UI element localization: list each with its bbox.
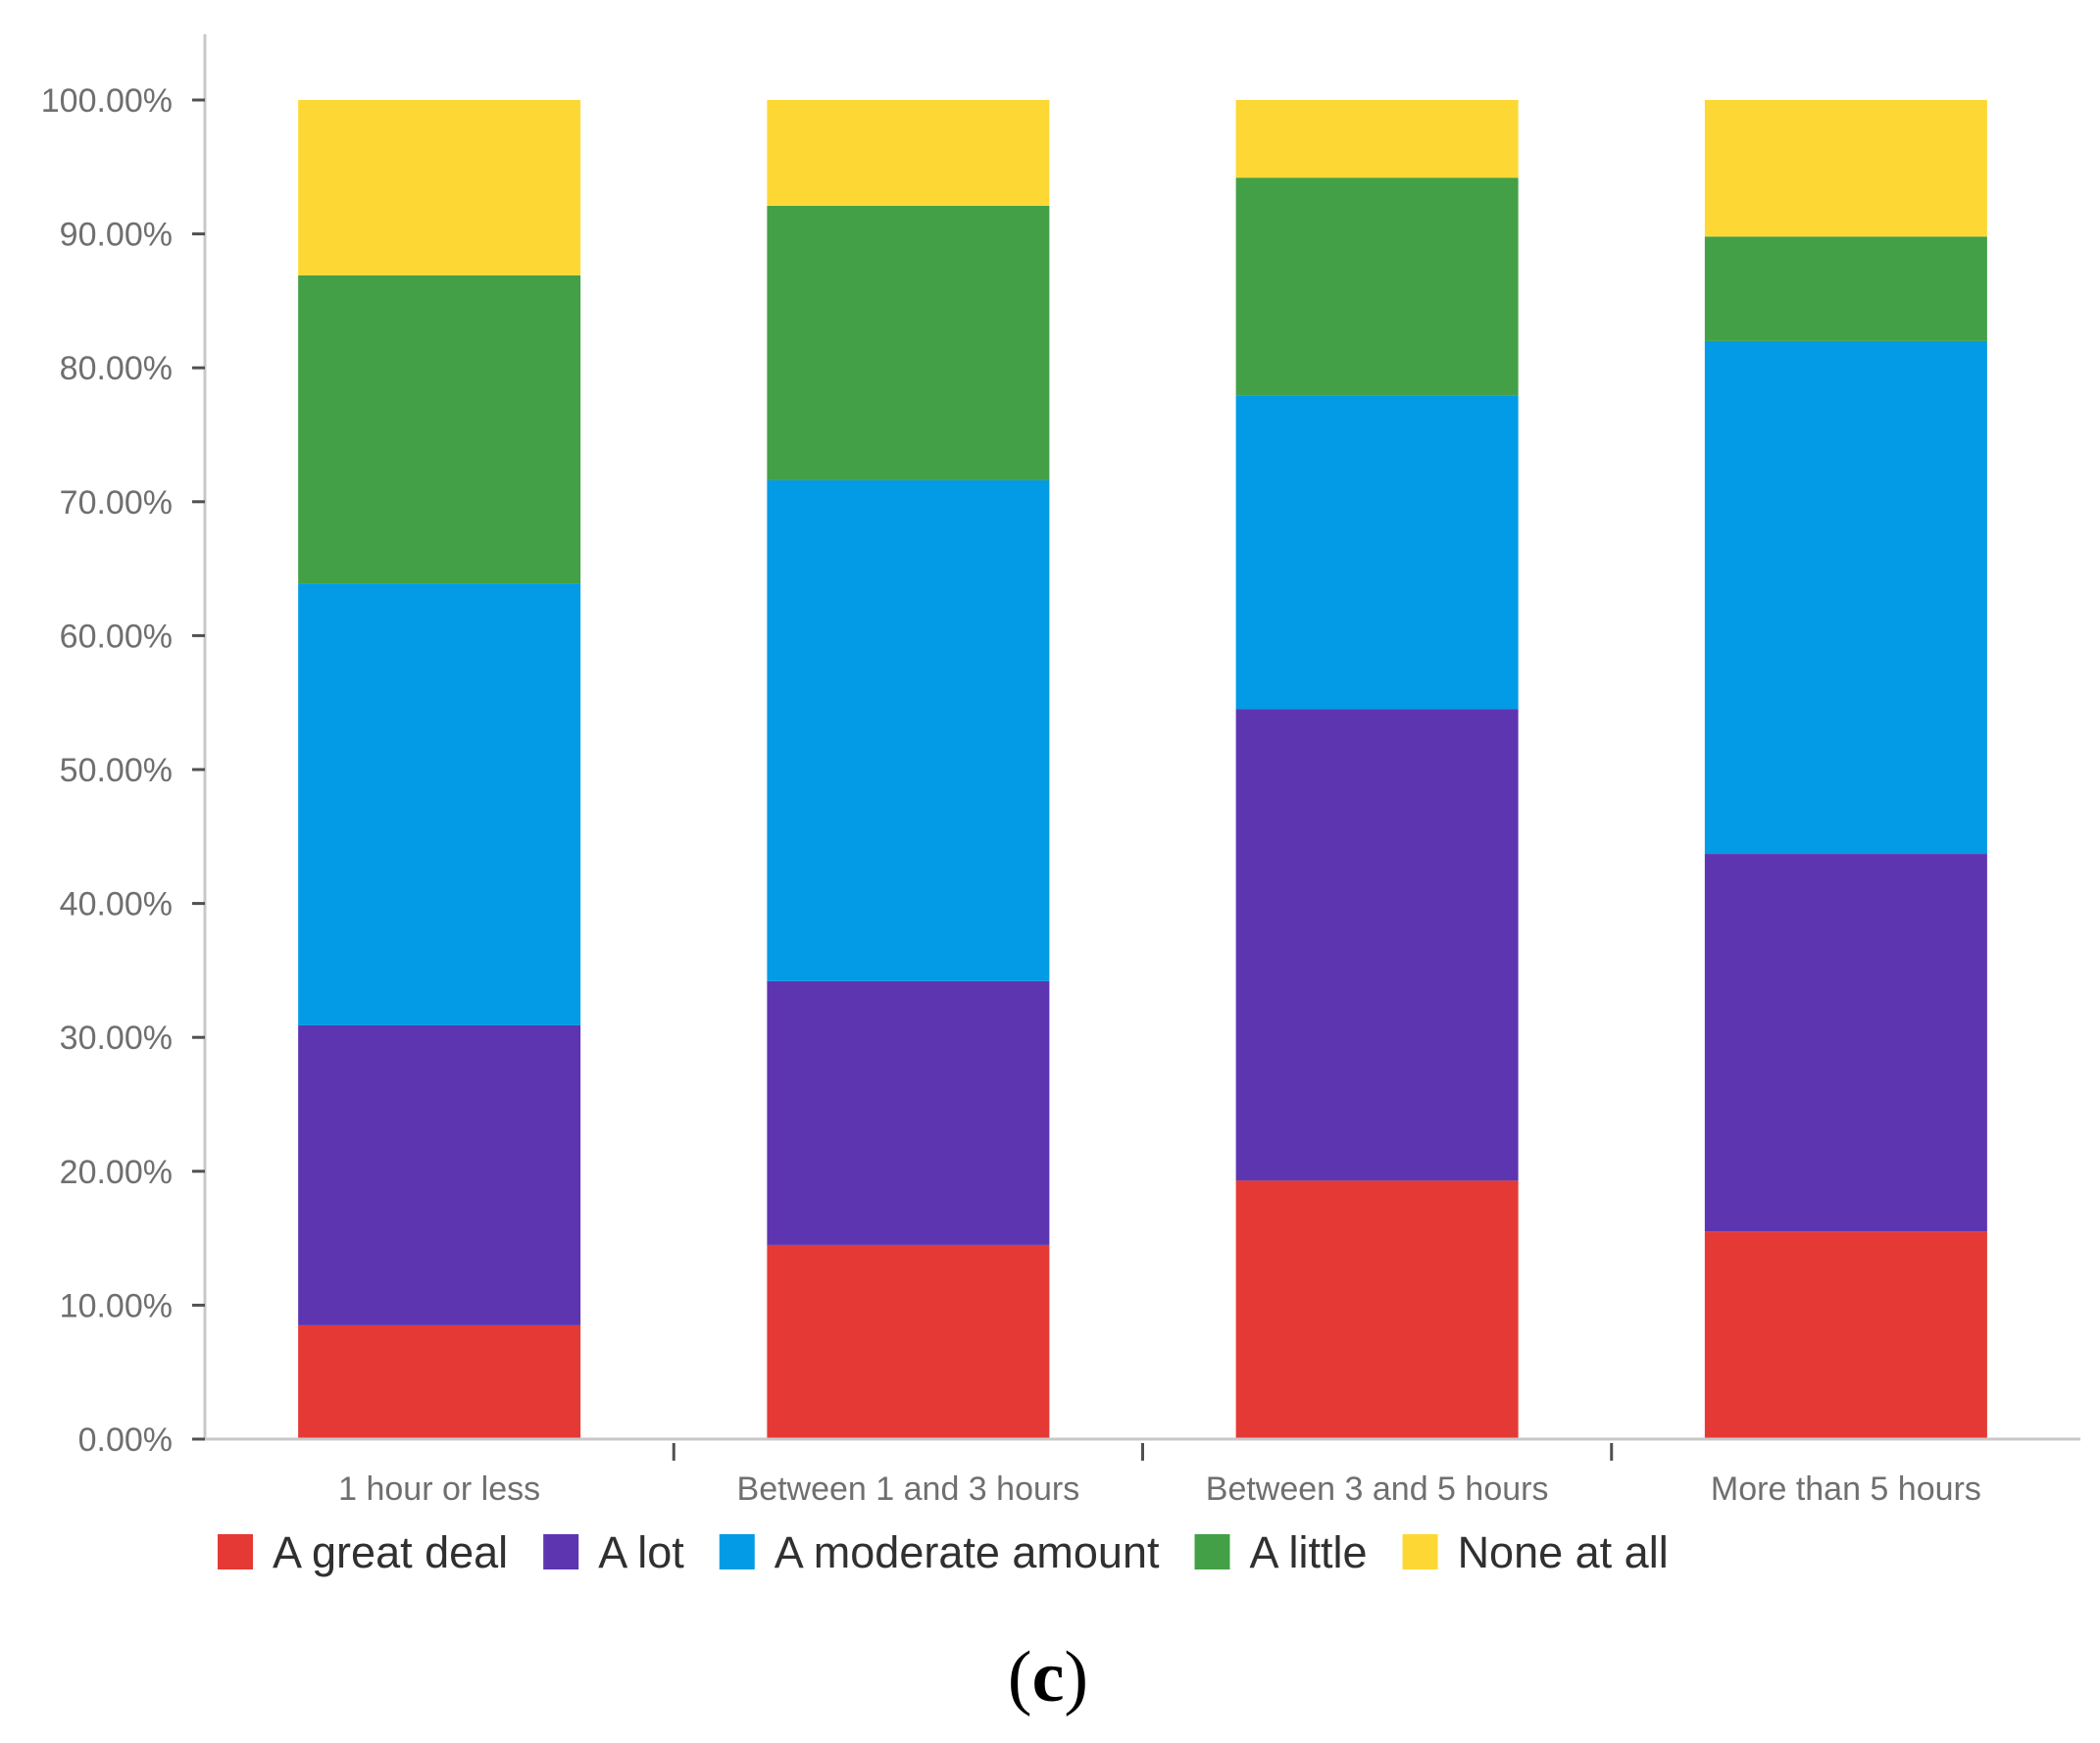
legend-swatch: [1402, 1534, 1438, 1569]
y-tick-label: 90.00%: [60, 217, 173, 254]
bars-layer: [298, 100, 1987, 1439]
legend-item-none-at-all: None at all: [1402, 1527, 1669, 1577]
legend-label: A great deal: [273, 1527, 508, 1577]
legend-item-a-moderate-amount: A moderate amount: [719, 1527, 1160, 1577]
y-tick-label: 0.00%: [78, 1421, 173, 1459]
y-tick-label: 20.00%: [60, 1154, 173, 1191]
bar-more-than-5-hours-a-great-deal: [1704, 1231, 1987, 1439]
bar-more-than-5-hours-a-little: [1704, 236, 1987, 341]
y-tick-label: 30.00%: [60, 1020, 173, 1057]
legend-label: A lot: [598, 1527, 684, 1577]
bar-1-hour-or-less-a-great-deal: [298, 1324, 581, 1439]
x-tick-label-between-3-and-5-hours: Between 3 and 5 hours: [1206, 1470, 1549, 1508]
legend-item-a-lot: A lot: [543, 1527, 684, 1577]
legend: A great deal A lot A moderate amount A litt…: [218, 1527, 1669, 1577]
legend-item-a-little: A little: [1194, 1527, 1368, 1577]
y-tick-label: 10.00%: [60, 1287, 173, 1324]
y-tick-label: 80.00%: [60, 350, 173, 387]
bar-1-hour-or-less-a-little: [298, 274, 581, 584]
legend-swatch: [543, 1534, 579, 1569]
bar-between-1-and-3-hours-a-lot: [767, 980, 1050, 1245]
bar-between-3-and-5-hours-a-great-deal: [1235, 1180, 1519, 1439]
x-tick-label-between-1-and-3-hours: Between 1 and 3 hours: [737, 1470, 1080, 1508]
y-tick-label: 100.00%: [41, 82, 173, 120]
caption-letter: c: [1032, 1637, 1065, 1718]
bar-between-1-and-3-hours-a-moderate-amount: [767, 479, 1050, 981]
axes-layer: [203, 34, 2080, 1441]
legend-item-a-great-deal: A great deal: [218, 1527, 508, 1577]
bar-between-3-and-5-hours-a-moderate-amount: [1235, 395, 1519, 710]
bar-more-than-5-hours-none-at-all: [1704, 100, 1987, 237]
y-tick-label: 70.00%: [60, 484, 173, 522]
bar-between-3-and-5-hours-none-at-all: [1235, 100, 1519, 178]
legend-swatch: [719, 1534, 755, 1569]
figure-caption: (c): [1008, 1637, 1088, 1718]
legend-label: None at all: [1458, 1527, 1669, 1577]
bar-between-3-and-5-hours-a-little: [1235, 177, 1519, 396]
caption-close-paren: ): [1064, 1637, 1088, 1718]
y-tick-label: 40.00%: [60, 886, 173, 923]
x-ticks-layer: 1 hour or less Between 1 and 3 hours Betwe…: [338, 1443, 1981, 1508]
x-tick-label-1-hour-or-less: 1 hour or less: [338, 1470, 540, 1508]
bar-between-3-and-5-hours-a-lot: [1235, 709, 1519, 1181]
bar-between-1-and-3-hours-a-great-deal: [767, 1244, 1050, 1439]
y-ticks-layer: 0.00% 10.00% 20.00% 30.00% 40.00% 50.00% 60.00…: [41, 82, 205, 1459]
caption-open-paren: (: [1008, 1637, 1032, 1718]
legend-swatch: [218, 1534, 253, 1569]
bar-more-than-5-hours-a-moderate-amount: [1704, 340, 1987, 855]
legend-swatch: [1194, 1534, 1230, 1569]
bar-more-than-5-hours-a-lot: [1704, 854, 1987, 1232]
y-tick-label: 50.00%: [60, 752, 173, 789]
y-tick-label: 60.00%: [60, 618, 173, 655]
bar-1-hour-or-less-a-moderate-amount: [298, 583, 581, 1025]
bar-between-1-and-3-hours-none-at-all: [767, 100, 1050, 206]
x-tick-label-more-than-5-hours: More than 5 hours: [1711, 1470, 1981, 1508]
bar-between-1-and-3-hours-a-little: [767, 205, 1050, 480]
bar-1-hour-or-less-none-at-all: [298, 100, 581, 275]
legend-label: A little: [1250, 1527, 1368, 1577]
legend-label: A moderate amount: [775, 1527, 1160, 1577]
bar-1-hour-or-less-a-lot: [298, 1024, 581, 1325]
